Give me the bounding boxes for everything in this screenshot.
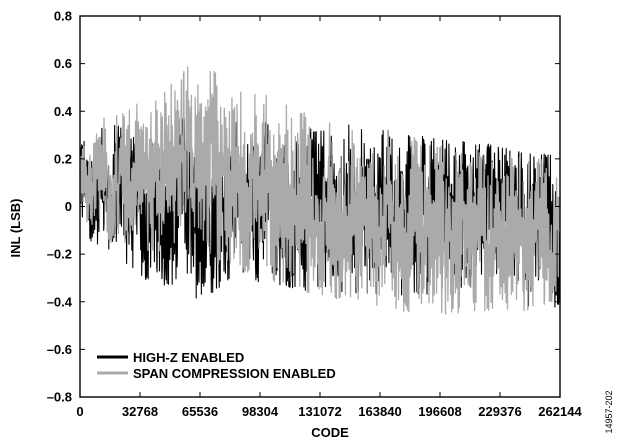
x-tick-label: 262144 [538,404,582,419]
legend-label-high-z: HIGH-Z ENABLED [133,350,244,365]
y-axis-ticks: 0.8 0.6 0.4 0.2 0 –0.2 –0.4 –0.6 –0.8 [47,9,560,405]
x-tick-label: 65536 [182,404,218,419]
y-tick-label: –0.4 [47,294,73,309]
legend-label-span-compression: SPAN COMPRESSION ENABLED [133,366,336,381]
y-tick-label: –0.2 [47,247,72,262]
x-tick-label: 98304 [242,404,279,419]
x-tick-label: 196608 [418,404,461,419]
y-tick-label: –0.6 [47,342,72,357]
figure-id: 14957-202 [604,390,614,433]
x-axis-ticks: 0 32768 65536 98304 131072 163840 196608 229376… [76,16,582,419]
x-tick-label: 229376 [478,404,521,419]
y-axis-title: INL (LSB) [8,199,23,258]
x-tick-label: 0 [76,404,83,419]
legend-background [88,347,406,385]
y-tick-label: 0.6 [54,56,72,71]
y-tick-label: –0.8 [47,390,72,405]
x-axis-title: CODE [311,425,349,440]
y-tick-label: 0.2 [54,151,72,166]
y-tick-label: 0 [65,199,72,214]
series-line-span-compression [79,66,561,315]
series-layer [79,66,561,315]
x-tick-label: 131072 [298,404,341,419]
x-tick-label: 32768 [122,404,158,419]
x-tick-label: 163840 [358,404,401,419]
y-tick-label: 0.4 [54,104,73,119]
y-tick-label: 0.8 [54,9,72,24]
